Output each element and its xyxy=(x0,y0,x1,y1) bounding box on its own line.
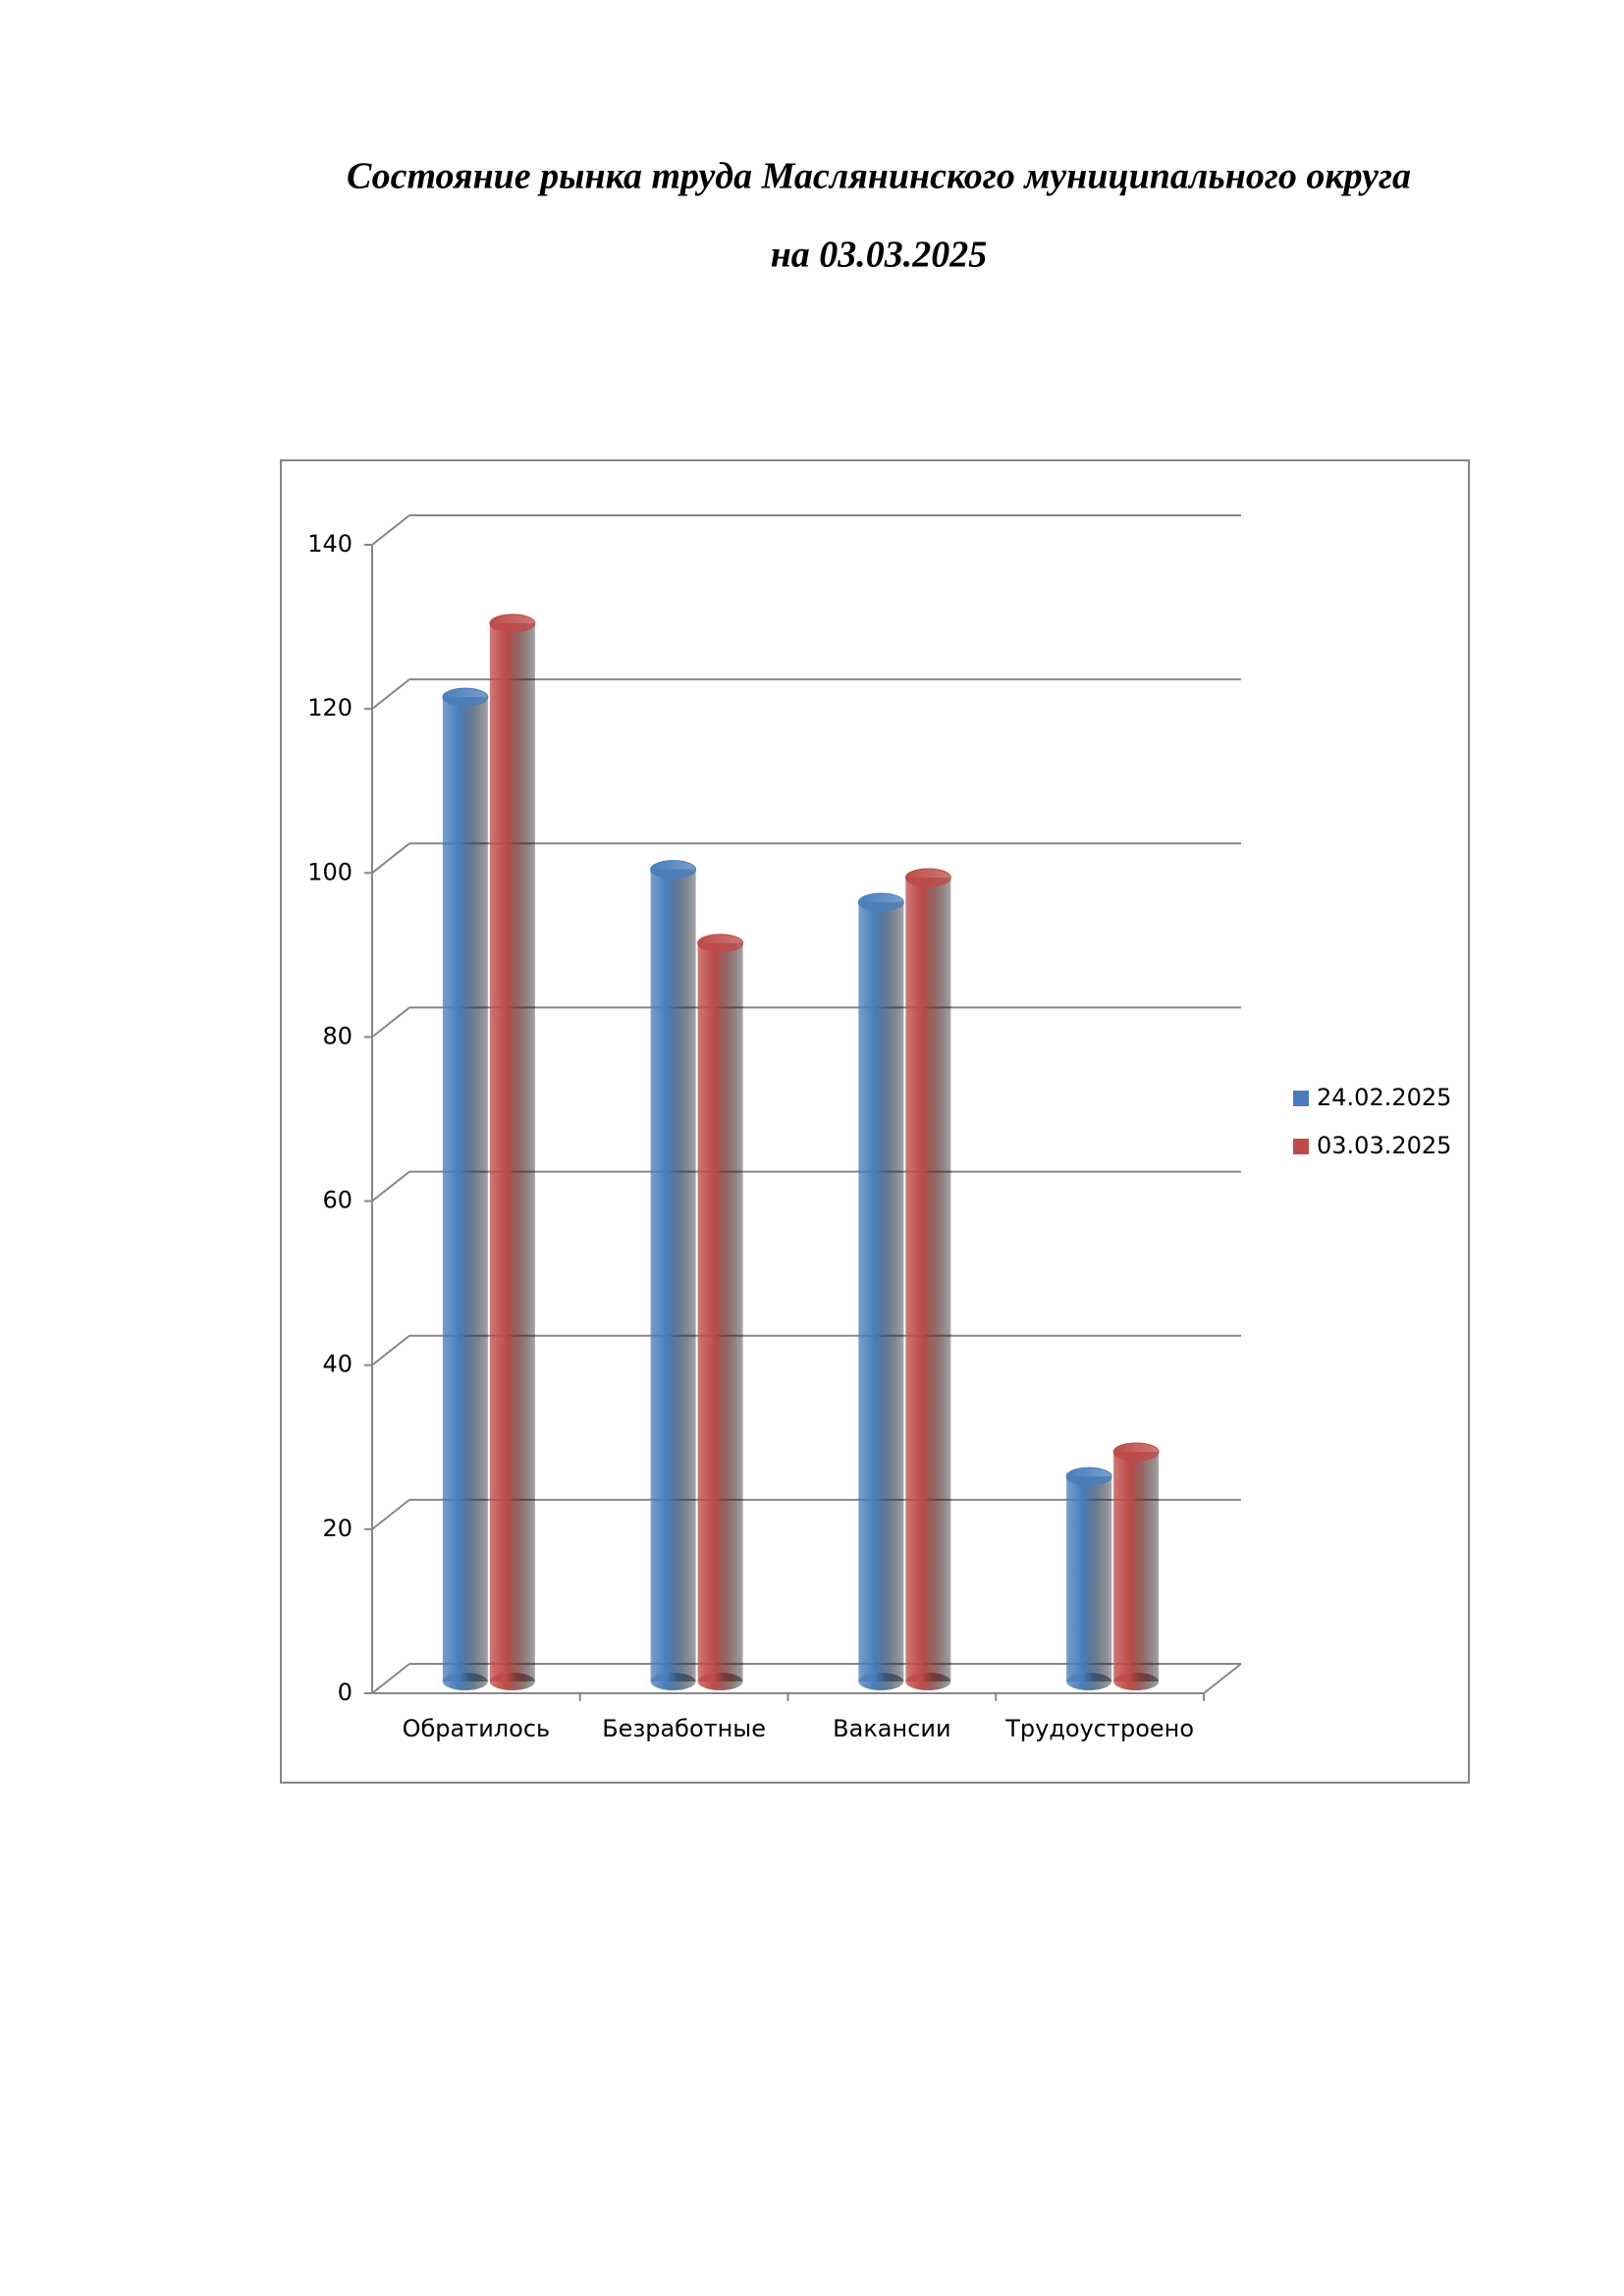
bar-cap xyxy=(1112,1442,1160,1462)
bar-base xyxy=(1066,1673,1112,1690)
y-tick-label: 20 xyxy=(322,1515,352,1542)
bar-base xyxy=(905,1673,951,1690)
grid-line xyxy=(371,514,410,546)
bar xyxy=(489,622,535,1682)
bar xyxy=(858,902,904,1682)
bar-cap xyxy=(697,934,744,953)
grid-line xyxy=(371,678,410,710)
legend-label: 24.02.2025 xyxy=(1317,1084,1451,1111)
x-tick-label: Вакансии xyxy=(833,1715,950,1742)
y-tick-label: 120 xyxy=(307,694,352,721)
bar xyxy=(442,697,488,1682)
grid-line xyxy=(371,842,410,875)
y-tick-label: 100 xyxy=(307,858,352,885)
y-tick-label: 140 xyxy=(307,530,352,558)
y-tick-label: 40 xyxy=(322,1351,352,1378)
bar-base xyxy=(697,1673,743,1690)
bar-cap xyxy=(489,614,536,633)
y-tick-label: 60 xyxy=(322,1187,352,1214)
bar xyxy=(1066,1476,1112,1682)
y-tick-label: 80 xyxy=(322,1022,352,1049)
chart-subtitle: на 03.03.2025 xyxy=(771,235,988,276)
y-tick-label: 0 xyxy=(338,1679,352,1706)
bar-cap xyxy=(1065,1467,1112,1486)
grid-line xyxy=(371,1006,410,1039)
grid-line xyxy=(371,1334,410,1366)
x-tick-label: Обратилось xyxy=(403,1715,551,1742)
x-tick-label: Безработные xyxy=(602,1715,766,1742)
legend-label: 03.03.2025 xyxy=(1317,1132,1451,1159)
bar-base xyxy=(650,1673,696,1690)
x-tick-label: Трудоустроено xyxy=(1004,1715,1194,1742)
chart-border xyxy=(280,459,1470,1784)
grid-line xyxy=(371,1663,410,1694)
bar-cap xyxy=(650,860,697,880)
legend-swatch xyxy=(1293,1139,1309,1154)
bar xyxy=(650,869,696,1682)
bar-base xyxy=(1113,1673,1160,1690)
bar xyxy=(905,878,951,1682)
bar xyxy=(697,942,743,1682)
legend-swatch xyxy=(1293,1091,1309,1106)
chart-title: Состояние рынка труда Маслянинского муни… xyxy=(347,156,1411,197)
bar-base xyxy=(489,1673,535,1690)
bar xyxy=(1113,1452,1160,1682)
floor-edge xyxy=(1203,1663,1242,1694)
bar-cap xyxy=(857,892,904,912)
bar-base xyxy=(858,1673,904,1690)
bar-cap xyxy=(904,868,951,887)
grid-line xyxy=(371,1170,410,1202)
bar-base xyxy=(442,1673,488,1690)
bar-cap xyxy=(442,687,489,707)
grid-line xyxy=(371,1499,410,1530)
